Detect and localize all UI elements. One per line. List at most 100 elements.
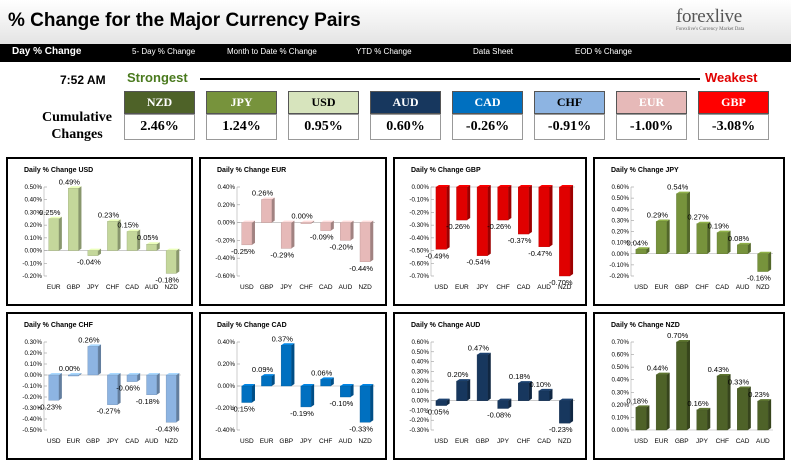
y-tick-label: -0.10%	[609, 262, 629, 269]
nav-data-sheet[interactable]: Data Sheet	[473, 47, 514, 56]
bar-side	[508, 398, 512, 409]
currency-header-usd: USD	[288, 91, 359, 114]
data-label: -0.26%	[487, 222, 511, 231]
data-label: 0.06%	[311, 368, 333, 377]
bar-side	[727, 230, 731, 254]
y-tick-label: 0.00%	[411, 398, 429, 405]
y-tick-label: 0.70%	[611, 339, 629, 346]
data-label: 0.18%	[627, 396, 649, 405]
data-label: 0.29%	[647, 210, 669, 219]
bar-gbp	[261, 199, 272, 223]
data-label: 0.47%	[468, 344, 490, 353]
y-tick-label: 0.40%	[611, 206, 629, 213]
bar-top	[340, 220, 354, 223]
bar-side	[98, 344, 102, 375]
data-label: 0.16%	[687, 399, 709, 408]
bar-top	[696, 407, 711, 410]
chart-panel-chf: Daily % Change CHF 0.30% 0.20% 0.10% 0.00% -0…	[6, 312, 193, 460]
nav-5-day-change[interactable]: 5- Day % Change	[132, 47, 196, 56]
bar-top	[717, 373, 731, 376]
bar-usd	[241, 385, 253, 403]
bar-side	[646, 247, 650, 254]
bar-top	[87, 344, 102, 347]
category-label: AUD	[145, 438, 159, 445]
bar-side	[768, 251, 772, 272]
bar-top	[107, 219, 121, 222]
y-tick-label: 0.10%	[611, 240, 629, 247]
y-tick-label: -0.40%	[22, 416, 42, 423]
bar-side	[156, 242, 160, 251]
bar-side	[570, 185, 574, 276]
y-tick-label: -0.60%	[409, 260, 429, 267]
y-tick-label: -0.20%	[409, 209, 429, 216]
bar-nzd	[359, 222, 371, 262]
logo-text: forexlive	[676, 6, 742, 27]
category-label: JPY	[87, 284, 100, 291]
data-label: 0.44%	[647, 364, 669, 373]
category-label: CAD	[517, 284, 531, 291]
strongest-label: Strongest	[127, 70, 188, 85]
data-label: -0.43%	[155, 424, 179, 433]
data-label: -0.47%	[528, 249, 552, 258]
bar-top	[360, 384, 374, 386]
bar-aud	[737, 244, 749, 254]
bar-side	[467, 185, 471, 221]
bar-jpy	[696, 409, 708, 431]
nav-eod-change[interactable]: EOD % Change	[575, 47, 632, 56]
chart-chf: 0.30%0.20%0.10%0.00%-0.10%-0.20%-0.30%-0…	[22, 335, 181, 445]
chart-aud: 0.60% 0.50% 0.40% 0.30% 0.20% 0.10% 0.00% -0.10…	[409, 339, 575, 445]
bar-side	[176, 373, 180, 423]
nav-ytd-change[interactable]: YTD % Change	[356, 47, 412, 56]
bar-chf	[107, 221, 118, 251]
bar-usd	[241, 222, 253, 246]
bar-chf	[320, 379, 332, 387]
category-label: JPY	[696, 438, 709, 445]
bar-top	[497, 398, 512, 401]
data-label: -0.23%	[38, 402, 62, 411]
data-label: -0.06%	[116, 384, 140, 393]
y-tick-label: 0.50%	[611, 364, 629, 371]
bar-aud	[340, 385, 351, 398]
bar-top	[497, 185, 512, 187]
nav-month-to-date-change[interactable]: Month to Date % Change	[227, 47, 317, 56]
bar-side	[549, 185, 553, 247]
category-label: EUR	[455, 284, 469, 291]
category-label: USD	[47, 438, 61, 445]
bar-nzd	[359, 385, 371, 423]
data-label: -0.54%	[467, 258, 491, 267]
bar-side	[370, 220, 374, 262]
bar-jpy	[497, 400, 509, 409]
bar-side	[330, 377, 334, 386]
bar-side	[156, 373, 160, 395]
bar-side	[350, 220, 354, 241]
y-tick-label: 0.40%	[24, 197, 42, 204]
bar-side	[137, 229, 141, 251]
y-tick-label: -0.40%	[409, 235, 429, 242]
forexlive-logo[interactable]: forexlive Forexlive's Currency Market Da…	[676, 6, 782, 38]
category-label: NZD	[358, 438, 372, 445]
y-tick-label: -0.50%	[409, 248, 429, 255]
category-label: USD	[240, 284, 254, 291]
bar-side	[251, 384, 255, 403]
chart-panel-jpy: Daily % Change JPY 0.60% 0.50% 0.40% 0.30% 0.…	[593, 157, 785, 306]
currency-value-aud: 0.60%	[370, 114, 441, 140]
bar-gbp	[68, 188, 79, 251]
y-tick-label: 0.00%	[24, 248, 42, 255]
bar-nzd	[165, 250, 177, 274]
category-label: AUD	[339, 438, 353, 445]
bar-top	[518, 381, 532, 384]
bar-side	[176, 248, 180, 274]
bar-top	[559, 398, 574, 401]
y-tick-label: 0.60%	[611, 352, 629, 359]
category-label: CAD	[319, 284, 333, 291]
y-tick-label: -0.20%	[609, 273, 629, 280]
weakest-label: Weakest	[705, 70, 758, 85]
bar-side	[487, 352, 491, 401]
bar-aud	[146, 244, 157, 251]
category-label: USD	[634, 284, 648, 291]
bar-side	[271, 197, 275, 223]
nav-day-change[interactable]: Day % Change	[12, 46, 82, 57]
data-label: -0.37%	[508, 236, 532, 245]
bar-aud	[340, 222, 351, 241]
y-tick-label: -0.20%	[22, 273, 42, 280]
